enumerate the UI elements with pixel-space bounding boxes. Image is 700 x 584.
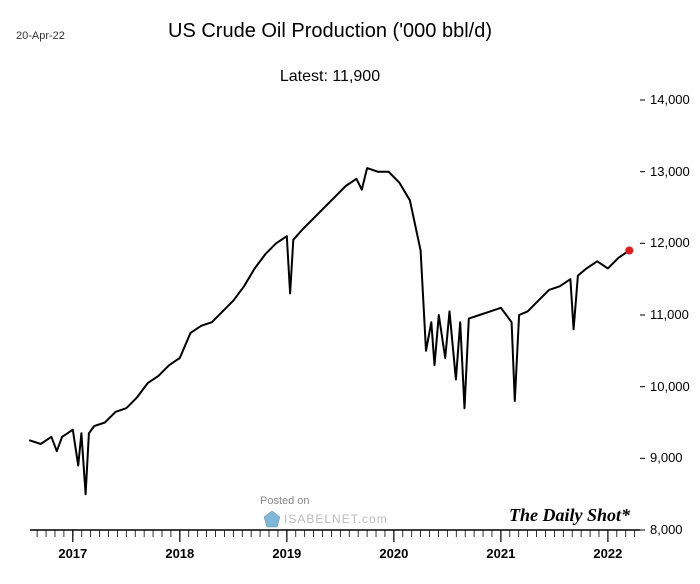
xtick-label: 2022 <box>593 546 622 561</box>
ytick-label: 13,000 <box>650 164 690 179</box>
posted-on-label: Posted on <box>260 495 310 507</box>
plot-svg <box>0 0 700 584</box>
ytick-label: 8,000 <box>650 522 683 537</box>
ytick-label: 11,000 <box>650 307 689 322</box>
chart-container: 20-Apr-22 US Crude Oil Production ('000 … <box>0 0 700 584</box>
ytick-label: 9,000 <box>650 450 683 465</box>
watermark-icon <box>263 510 281 528</box>
xtick-label: 2019 <box>272 546 301 561</box>
xtick-label: 2017 <box>58 546 87 561</box>
xtick-label: 2018 <box>165 546 194 561</box>
ytick-label: 10,000 <box>650 379 690 394</box>
ytick-label: 14,000 <box>650 92 690 107</box>
attribution-text: The Daily Shot* <box>509 505 630 526</box>
xtick-label: 2020 <box>379 546 408 561</box>
xtick-label: 2021 <box>486 546 515 561</box>
ytick-label: 12,000 <box>650 235 690 250</box>
watermark-text: ISABELNET.com <box>284 512 388 526</box>
